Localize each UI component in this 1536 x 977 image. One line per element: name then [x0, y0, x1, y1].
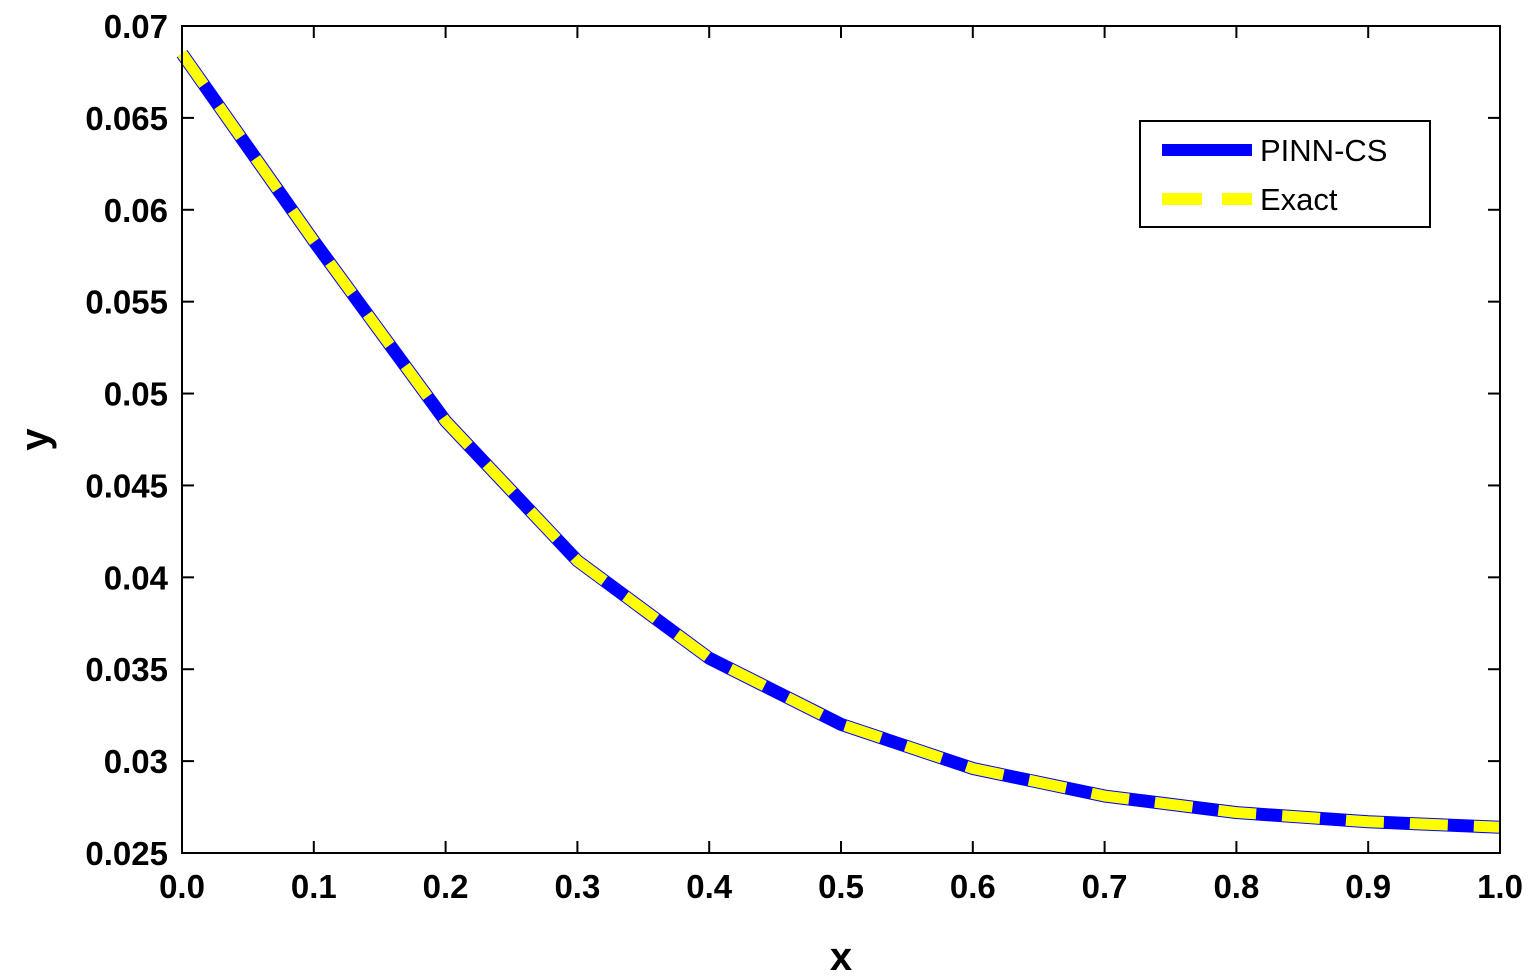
y-tick-label: 0.04: [104, 559, 169, 596]
tick-labels-layer: 0.0 0.1 0.2 0.3 0.4 0.5 0.6 0.7 0.8 0.9 1.0 0.025 0.…: [85, 8, 1523, 905]
x-tick-label: 0.7: [1082, 868, 1128, 905]
x-tick-label: 1.0: [1477, 868, 1523, 905]
y-tick-label: 0.055: [85, 284, 168, 321]
legend-label-exact: Exact: [1260, 182, 1338, 217]
y-tick-label: 0.045: [85, 467, 168, 504]
y-tick-label: 0.035: [85, 651, 168, 688]
x-axis-label: x: [830, 935, 852, 977]
x-tick-label: 0.6: [950, 868, 996, 905]
y-tick-label: 0.06: [104, 192, 168, 229]
x-tick-label: 0.2: [423, 868, 469, 905]
x-tick-label: 0.1: [291, 868, 337, 905]
series-line-pinn-cs: [176, 49, 1501, 834]
x-tick-label: 0.8: [1213, 868, 1259, 905]
y-axis-label: y: [13, 428, 57, 451]
x-tick-label: 0.4: [686, 868, 733, 905]
legend-label-pinn-cs: PINN-CS: [1260, 133, 1387, 168]
x-tick-label: 0.3: [554, 868, 600, 905]
x-tick-label: 0.9: [1345, 868, 1391, 905]
y-tick-label: 0.05: [104, 376, 168, 413]
lines-layer: [176, 49, 1501, 834]
x-tick-label: 0.0: [159, 868, 205, 905]
x-tick-label: 0.5: [818, 868, 864, 905]
y-tick-label: 0.025: [85, 835, 168, 872]
y-tick-label: 0.065: [85, 100, 168, 137]
y-tick-label: 0.03: [104, 743, 168, 780]
y-tick-label: 0.07: [104, 8, 168, 45]
legend: PINN-CS Exact: [1139, 120, 1431, 228]
legend-box: [1139, 120, 1431, 228]
plot-frame: [181, 25, 1501, 854]
